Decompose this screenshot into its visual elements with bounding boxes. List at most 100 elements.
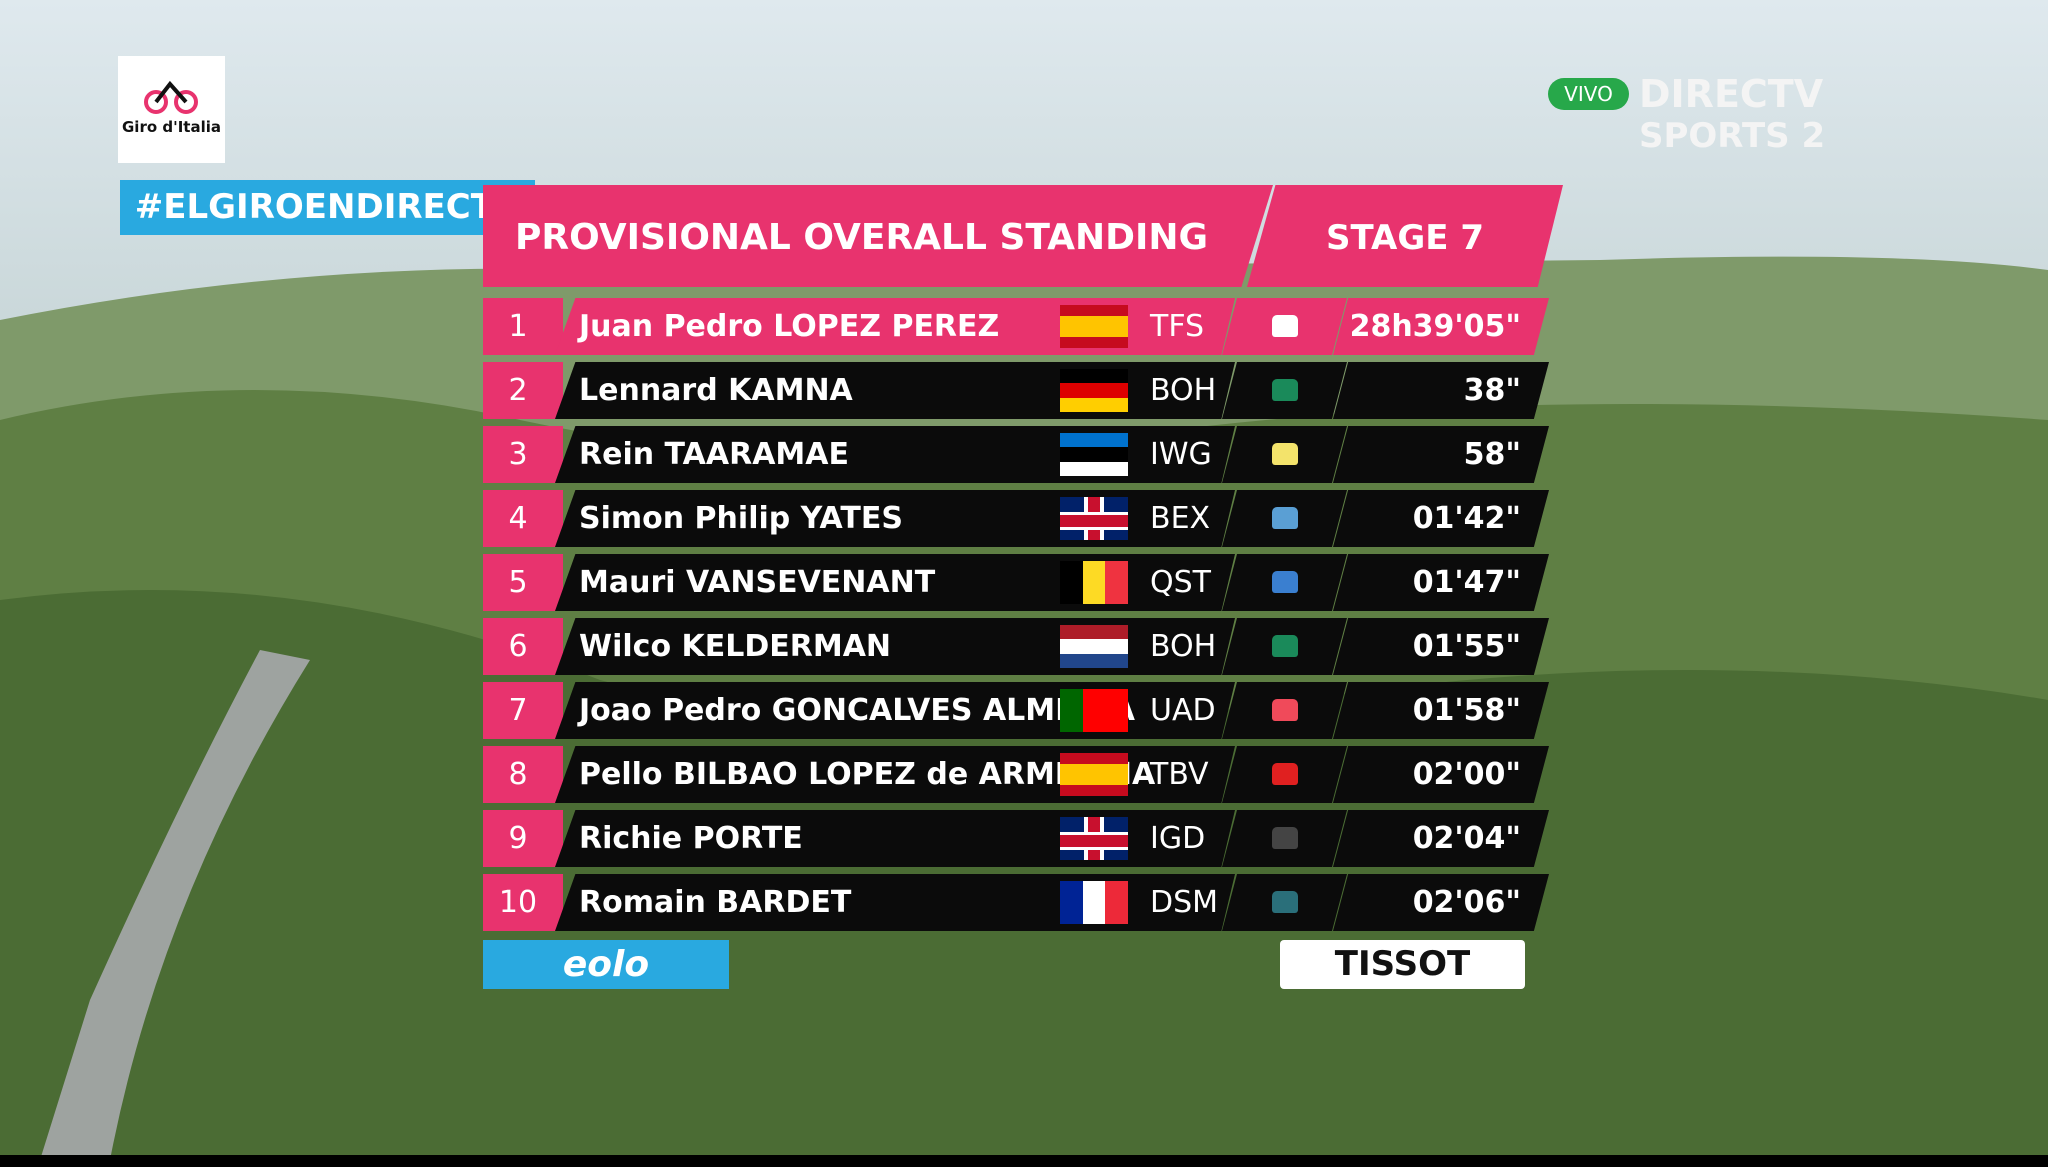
- flag-stripe: [1060, 326, 1128, 338]
- time: 01'42": [1412, 501, 1521, 536]
- rank: 1: [508, 309, 528, 344]
- time-cell: [1333, 362, 1549, 419]
- team-code: BOH: [1150, 629, 1217, 664]
- stage-box: STAGE 7: [1247, 185, 1563, 287]
- jersey-icon: [1272, 827, 1298, 849]
- flag-stripe: [1105, 561, 1128, 604]
- team-code: TBV: [1150, 757, 1209, 792]
- broadcaster-name: DIRECTV: [1639, 72, 1824, 116]
- broadcaster-channel: SPORTS 2: [1639, 116, 1826, 156]
- rank-box: [483, 810, 563, 867]
- rider-name: Juan Pedro LOPEZ PEREZ: [579, 309, 1000, 344]
- rider-name: Joao Pedro GONCALVES ALMEIDA: [579, 693, 1135, 728]
- rank-box: [483, 554, 563, 611]
- logo-text: Giro d'Italia: [122, 118, 221, 136]
- time: 58": [1463, 437, 1521, 472]
- jersey-icon: [1272, 507, 1298, 529]
- time-cell: [1333, 618, 1549, 675]
- jersey-icon: [1272, 443, 1298, 465]
- flag-stripe: [1060, 397, 1128, 412]
- flag-stripe: [1105, 881, 1128, 924]
- flag-cross: [1060, 832, 1128, 850]
- flag-stripe: [1060, 625, 1128, 640]
- time: 38": [1463, 373, 1521, 408]
- rank-box: [483, 426, 563, 483]
- flag-stripe: [1060, 383, 1128, 399]
- team-code: TFS: [1150, 309, 1205, 344]
- team-code: IWG: [1150, 437, 1212, 472]
- time: 01'47": [1412, 565, 1521, 600]
- header-title: PROVISIONAL OVERALL STANDING: [515, 217, 1209, 258]
- logo-box: Giro d'Italia: [118, 56, 225, 163]
- flag-stripe: [1060, 461, 1128, 476]
- flag-stripe: [1082, 689, 1106, 732]
- rank-box: [483, 618, 563, 675]
- time: 28h39'05": [1349, 309, 1521, 344]
- time-cell: [1333, 746, 1549, 803]
- live-badge: VIVO: [1548, 78, 1629, 110]
- team-code: IGD: [1150, 821, 1206, 856]
- rider-name: Wilco KELDERMAN: [579, 629, 892, 664]
- flag-stripe: [1060, 689, 1084, 732]
- time-cell: [1333, 490, 1549, 547]
- flag-stripe: [1060, 774, 1128, 786]
- time-cell: [1333, 298, 1549, 355]
- logo-icon: [144, 80, 198, 114]
- flag: [1060, 689, 1128, 732]
- time-cell: [1333, 874, 1549, 931]
- flag: [1060, 497, 1128, 540]
- flag-stripe: [1060, 753, 1128, 765]
- time: 01'58": [1412, 693, 1521, 728]
- rank: 10: [498, 885, 538, 920]
- jersey-icon: [1272, 635, 1298, 657]
- flag-stripe: [1060, 305, 1128, 317]
- flag: [1060, 625, 1128, 668]
- flag-stripe: [1082, 561, 1106, 604]
- sponsor-left: eolo: [483, 940, 729, 989]
- flag: [1060, 817, 1128, 860]
- rank: 5: [508, 565, 528, 600]
- time-cell: [1333, 810, 1549, 867]
- rank: 3: [508, 437, 528, 472]
- rank: 7: [508, 693, 528, 728]
- jersey-icon: [1272, 891, 1298, 913]
- time-cell: [1333, 682, 1549, 739]
- flag-stripe: [1060, 785, 1128, 796]
- jersey-icon: [1272, 763, 1298, 785]
- flag-stripe: [1060, 639, 1128, 655]
- flag-stripe: [1060, 337, 1128, 348]
- time-cell: [1333, 426, 1549, 483]
- rider-name: Lennard KAMNA: [579, 373, 853, 408]
- flag-stripe: [1060, 653, 1128, 668]
- rank: 8: [508, 757, 528, 792]
- stage-label: STAGE 7: [1326, 218, 1484, 258]
- flag-cross: [1060, 512, 1128, 530]
- team-code: UAD: [1150, 693, 1216, 728]
- flag-stripe: [1060, 433, 1128, 448]
- sponsor-right: TISSOT: [1280, 940, 1525, 989]
- rider-name: Simon Philip YATES: [579, 501, 903, 536]
- rider-name: Pello BILBAO LOPEZ de ARMENTIA: [579, 757, 1156, 792]
- jersey-icon: [1272, 379, 1298, 401]
- time: 02'04": [1412, 821, 1521, 856]
- rider-name: Romain BARDET: [579, 885, 852, 920]
- rank-box: [483, 490, 563, 547]
- flag-stripe: [1060, 561, 1084, 604]
- flag: [1060, 881, 1128, 924]
- rank: 4: [508, 501, 528, 536]
- rank-box: [483, 362, 563, 419]
- rider-name: Mauri VANSEVENANT: [579, 565, 936, 600]
- header-bar: PROVISIONAL OVERALL STANDING: [483, 185, 1273, 287]
- flag-stripe: [1105, 689, 1128, 732]
- time: 02'00": [1412, 757, 1521, 792]
- flag-stripe: [1060, 447, 1128, 463]
- flag-stripe: [1060, 881, 1084, 924]
- jersey-icon: [1272, 699, 1298, 721]
- team-code: BEX: [1150, 501, 1211, 536]
- rank: 6: [508, 629, 528, 664]
- flag: [1060, 433, 1128, 476]
- team-code: BOH: [1150, 373, 1217, 408]
- rider-name: Rein TAARAMAE: [579, 437, 849, 472]
- rank: 9: [508, 821, 528, 856]
